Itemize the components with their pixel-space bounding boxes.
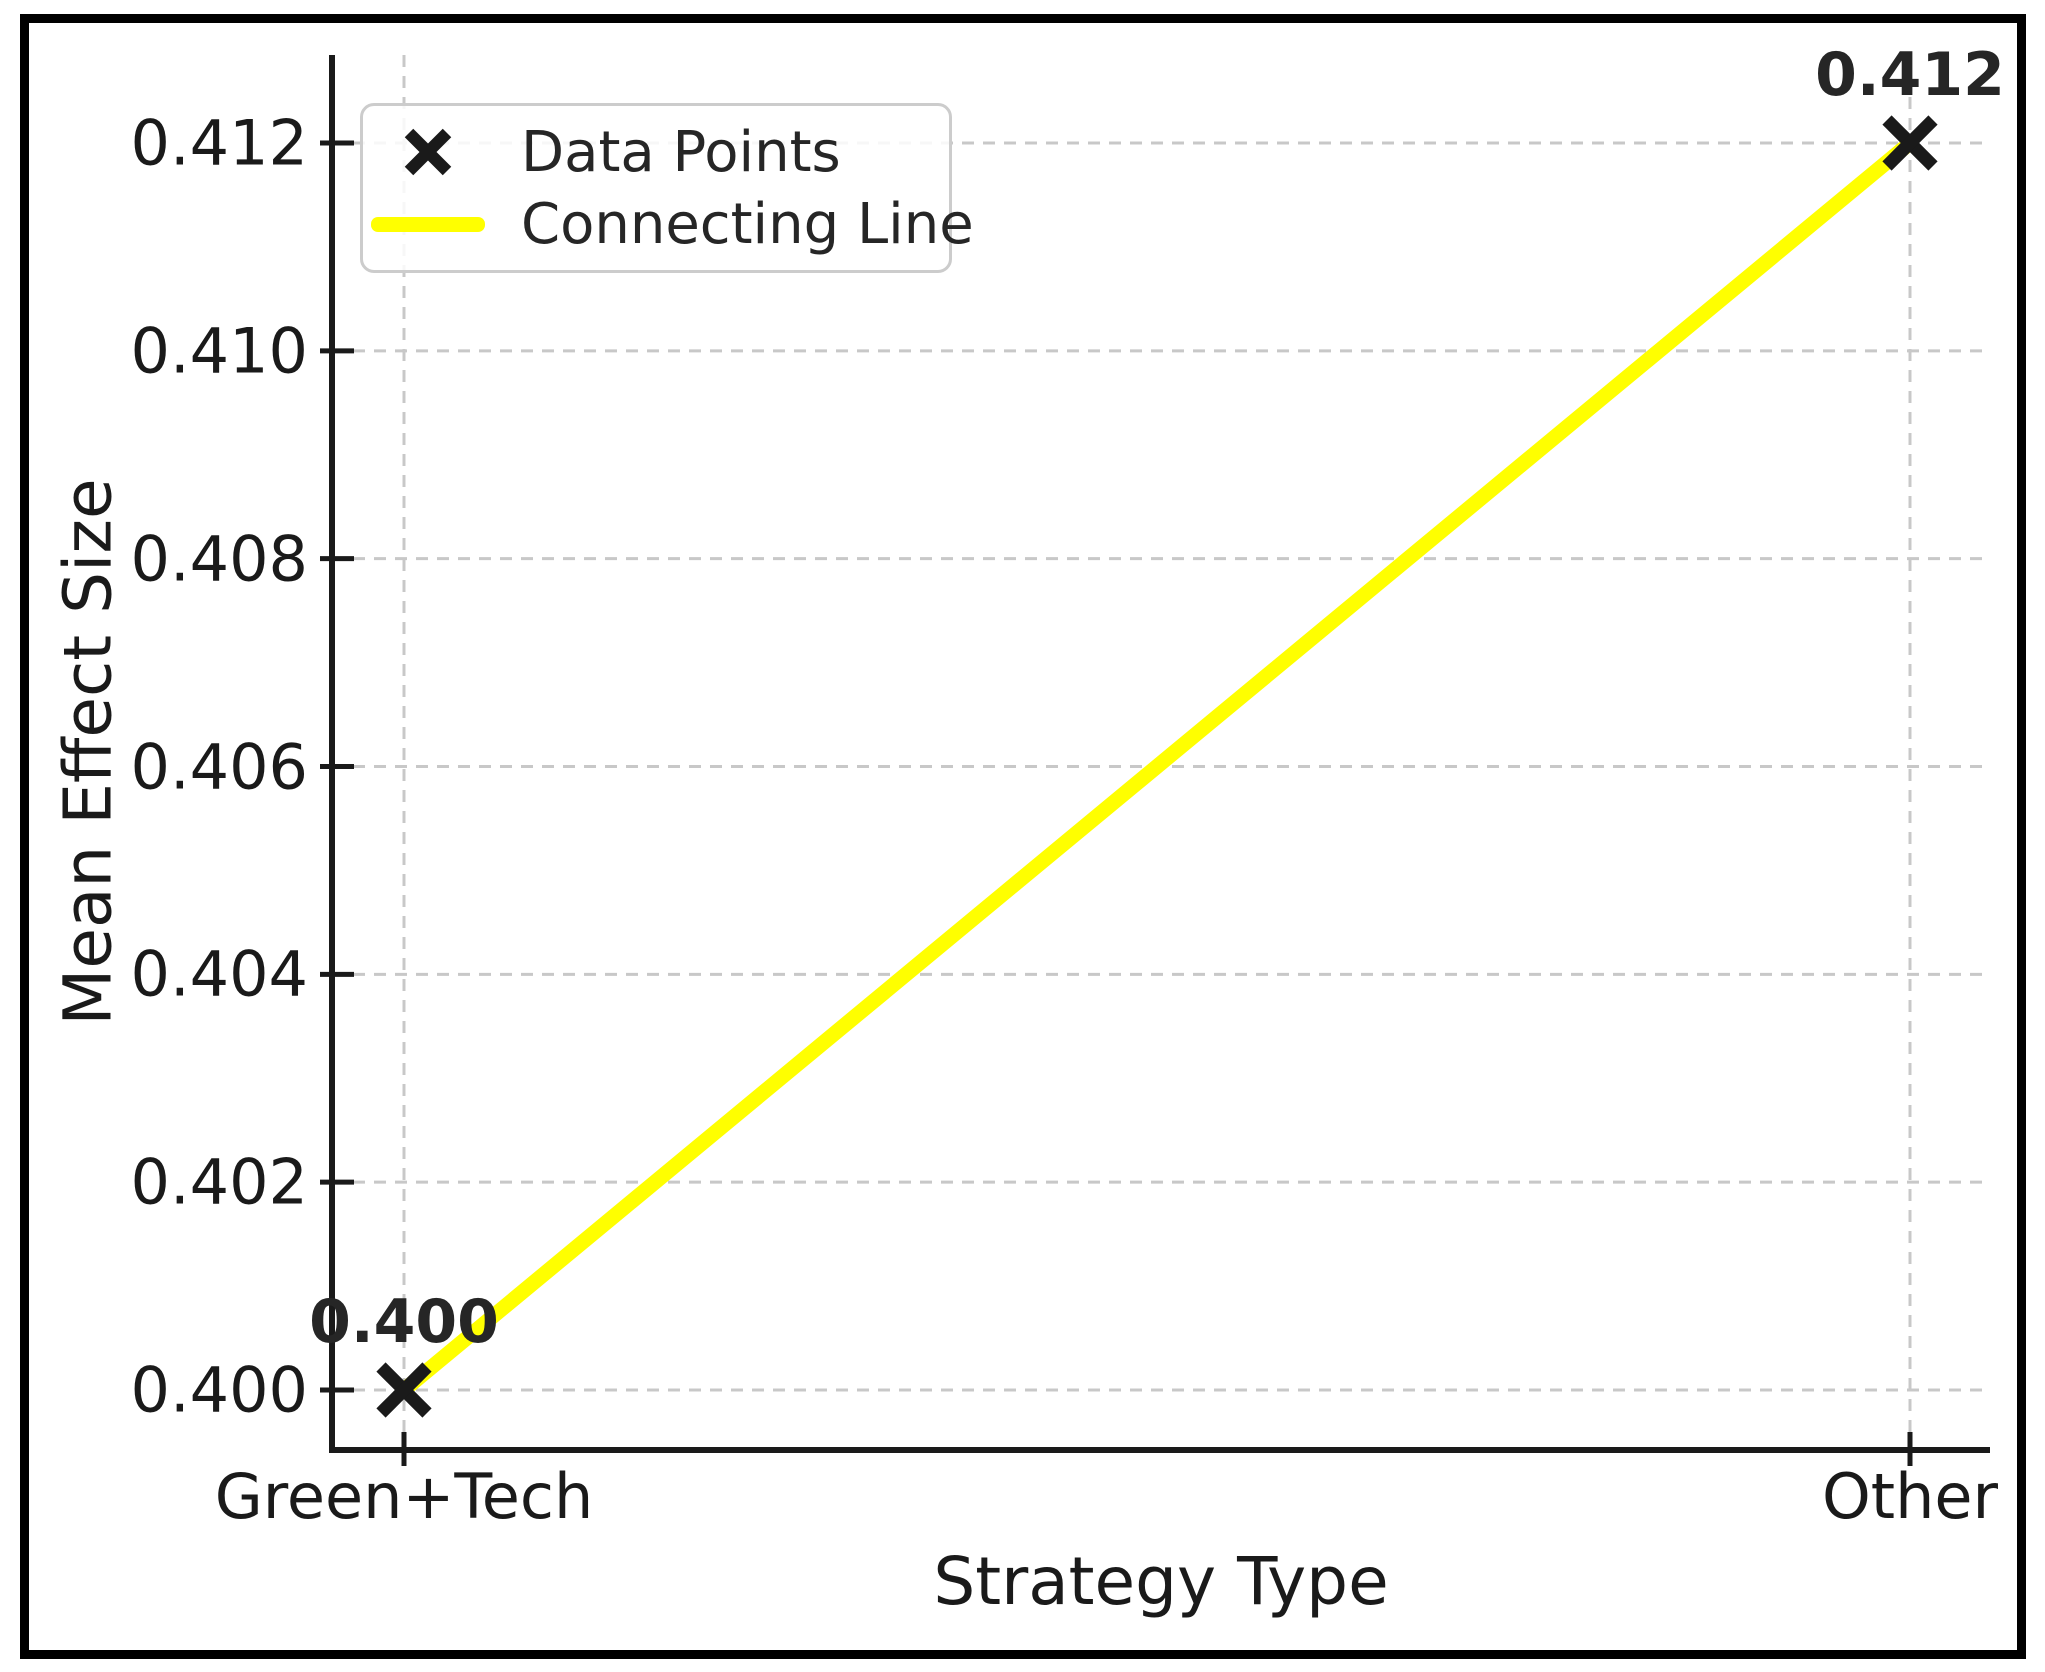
y-axis-label: Mean Effect Size [49, 478, 127, 1026]
figure-frame [20, 14, 2026, 1659]
x-axis-label: Strategy Type [933, 1543, 1389, 1620]
legend-label-data-points: Data Points [521, 119, 841, 185]
legend-label-connecting-line: Connecting Line [521, 191, 974, 257]
data-point-marker [376, 1362, 432, 1418]
legend: Data Points Connecting Line [360, 103, 974, 273]
x-marker-icon [371, 125, 485, 179]
line-swatch-icon [371, 216, 485, 232]
connecting-line [396, 135, 1918, 1398]
legend-entry-data-points: Data Points [371, 120, 929, 185]
data-point-marker [1882, 115, 1938, 171]
legend-entry-connecting-line: Connecting Line [371, 192, 974, 257]
